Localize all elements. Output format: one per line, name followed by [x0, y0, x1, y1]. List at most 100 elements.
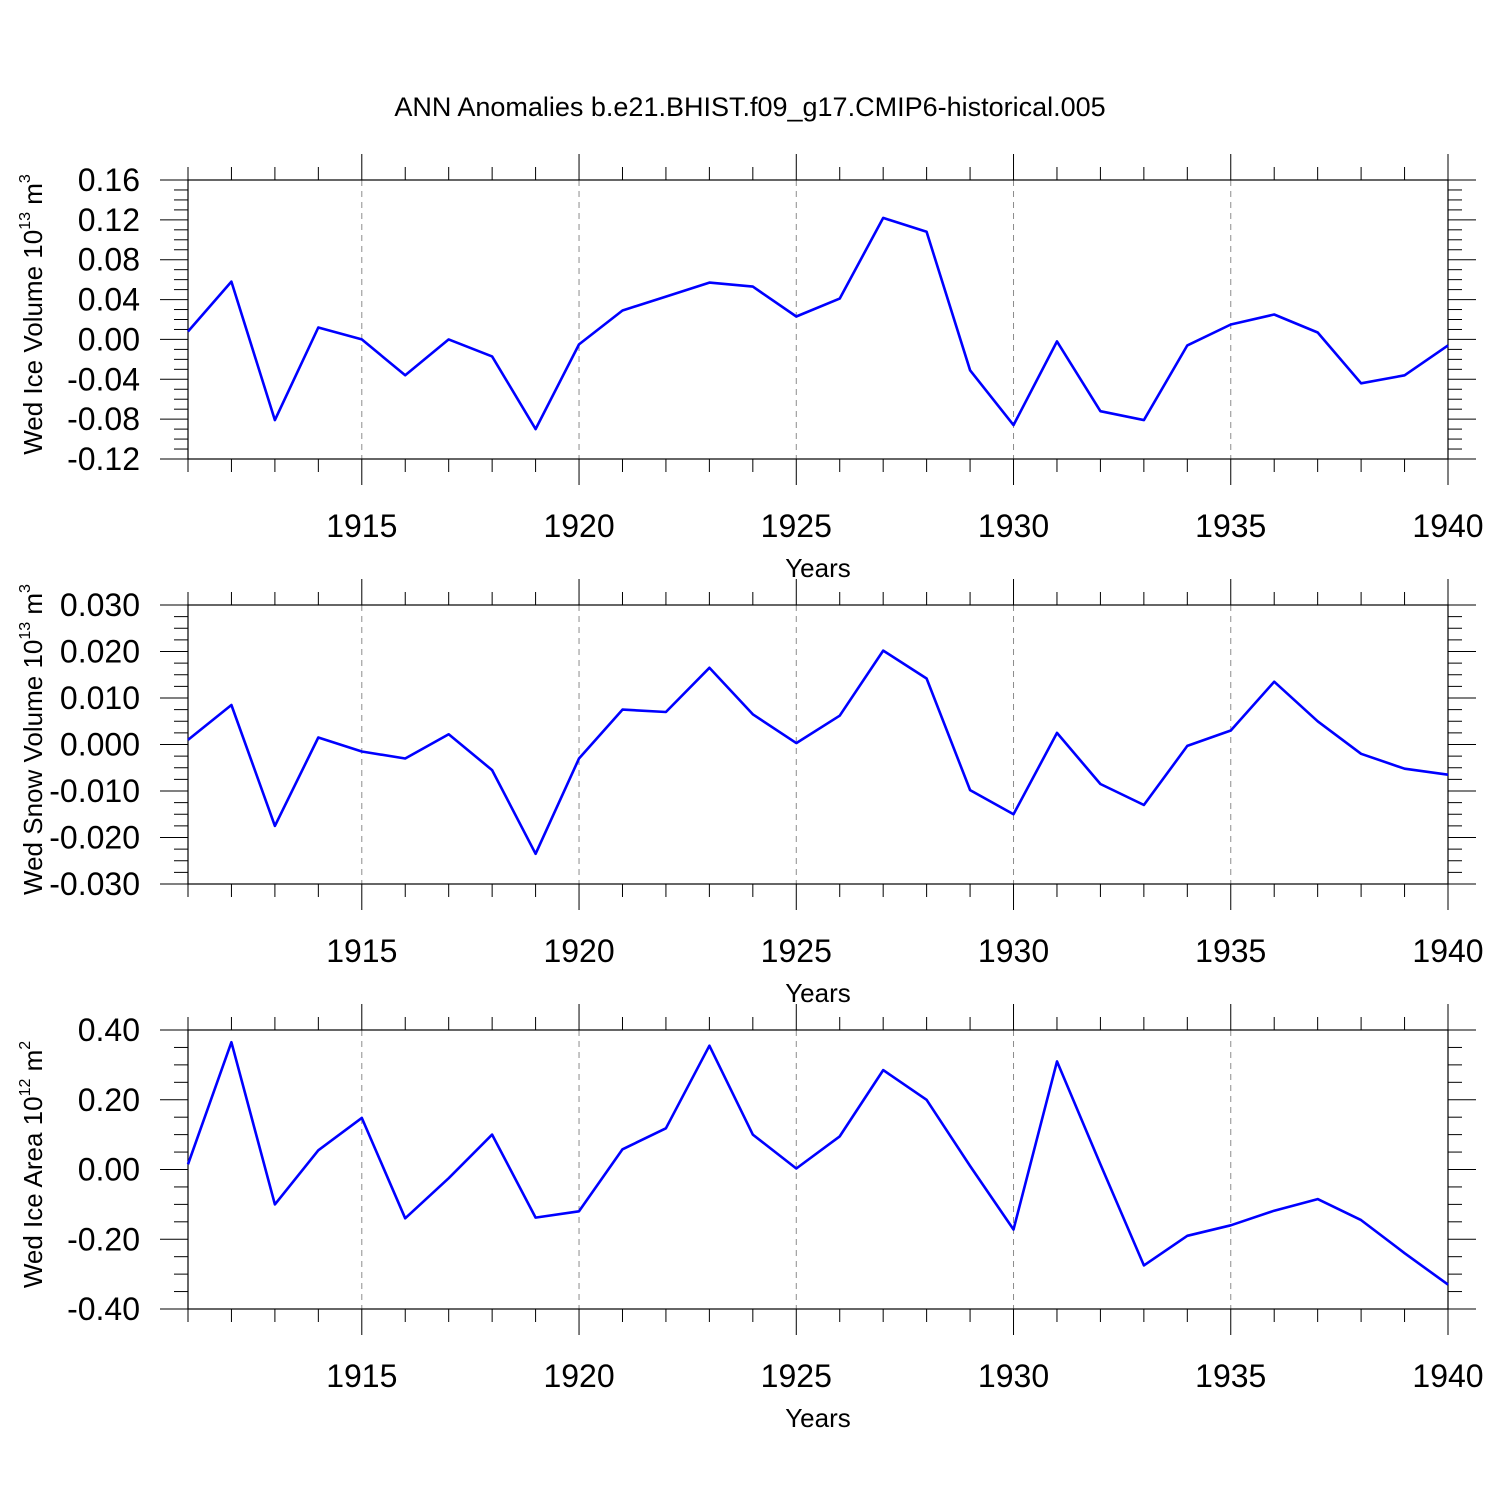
data-point [925, 230, 929, 234]
data-point [664, 710, 668, 714]
data-point [1055, 339, 1059, 343]
x-tick-label: 1940 [1412, 508, 1483, 544]
data-point [186, 329, 190, 333]
y-axis-label: Wed Ice Volume 1013 m3 [17, 174, 48, 455]
data-point [273, 418, 277, 422]
x-tick-label: 1920 [543, 1358, 614, 1394]
x-tick-label: 1915 [326, 933, 397, 969]
y-tick-label: -0.40 [67, 1291, 140, 1327]
y-tick-label: 0.04 [78, 282, 140, 318]
data-point [881, 1068, 885, 1072]
y-tick-label: 0.00 [78, 1152, 140, 1188]
data-point [1142, 1263, 1146, 1267]
x-tick-label: 1920 [543, 508, 614, 544]
x-tick-label: 1930 [978, 1358, 1049, 1394]
data-point [925, 1098, 929, 1102]
data-point [273, 824, 277, 828]
data-point [1359, 1218, 1363, 1222]
data-point [490, 1133, 494, 1137]
data-point [447, 1176, 451, 1180]
data-point [534, 427, 538, 431]
data-point [794, 741, 798, 745]
x-tick-label: 1930 [978, 508, 1049, 544]
y-tick-label: -0.010 [49, 773, 140, 809]
data-point [534, 852, 538, 856]
data-point [1446, 1283, 1450, 1287]
y-tick-label: -0.04 [67, 361, 140, 397]
data-point [1098, 1162, 1102, 1166]
y-tick-label: -0.030 [49, 866, 140, 902]
series-line [186, 1040, 1449, 1286]
data-point [794, 1166, 798, 1170]
data-point [1142, 418, 1146, 422]
data-point [664, 1126, 668, 1130]
x-axis-label: Years [785, 553, 851, 583]
y-axis-label: Wed Snow Volume 1013 m3 [17, 584, 48, 895]
data-point [968, 368, 972, 372]
data-point [403, 1216, 407, 1220]
data-point [707, 1044, 711, 1048]
x-tick-label: 1915 [326, 508, 397, 544]
data-point [1359, 381, 1363, 385]
data-point [751, 1133, 755, 1137]
data-point [794, 315, 798, 319]
chart-title: ANN Anomalies b.e21.BHIST.f09_g17.CMIP6-… [394, 92, 1105, 122]
data-point [1272, 313, 1276, 317]
data-point [316, 1148, 320, 1152]
y-tick-label: -0.020 [49, 820, 140, 856]
data-point [1316, 1197, 1320, 1201]
data-point [1403, 1251, 1407, 1255]
data-point [1316, 719, 1320, 723]
x-tick-label: 1925 [761, 508, 832, 544]
x-tick-label: 1940 [1412, 933, 1483, 969]
data-point [534, 1216, 538, 1220]
data-point [490, 354, 494, 358]
data-point [968, 788, 972, 792]
data-point [447, 732, 451, 736]
data-point [360, 337, 364, 341]
x-tick-label: 1940 [1412, 1358, 1483, 1394]
y-tick-label: 0.12 [78, 202, 140, 238]
data-point [707, 666, 711, 670]
x-tick-label: 1915 [326, 1358, 397, 1394]
data-point [1098, 409, 1102, 413]
data-point [577, 1209, 581, 1213]
y-tick-label: 0.030 [60, 587, 140, 623]
data-point [229, 703, 233, 707]
data-point [1446, 343, 1450, 347]
data-point [186, 738, 190, 742]
data-point [968, 1164, 972, 1168]
data-point [751, 285, 755, 289]
data-point [838, 714, 842, 718]
data-point [881, 649, 885, 653]
data-point [620, 1147, 624, 1151]
data-point [1229, 1223, 1233, 1227]
y-tick-label: 0.40 [78, 1012, 140, 1048]
y-tick-label: 0.20 [78, 1082, 140, 1118]
data-point [1055, 1059, 1059, 1063]
data-point [1142, 803, 1146, 807]
data-point [490, 768, 494, 772]
panel-ice-area: 0.40 0.20 0.00 -0.20 -0.40 1915 1920 1925 1930 19… [17, 1004, 1484, 1433]
data-point [273, 1202, 277, 1206]
data-point [1185, 1234, 1189, 1238]
plot-frame [187, 604, 1449, 885]
data-point [1012, 812, 1016, 816]
y-axis-label: Wed Ice Area 1012 m2 [17, 1041, 48, 1288]
y-tick-label: 0.16 [78, 162, 140, 198]
data-point [1185, 744, 1189, 748]
y-tick-label: 0.08 [78, 242, 140, 278]
x-tick-label: 1925 [761, 1358, 832, 1394]
data-point [360, 749, 364, 753]
data-point [881, 216, 885, 220]
data-point [1012, 423, 1016, 427]
data-point [925, 676, 929, 680]
y-tick-label: -0.12 [67, 441, 140, 477]
data-point [1185, 343, 1189, 347]
data-point [577, 342, 581, 346]
data-point [1446, 773, 1450, 777]
y-tick-label: 0.00 [78, 321, 140, 357]
y-tick-label: -0.20 [67, 1221, 140, 1257]
